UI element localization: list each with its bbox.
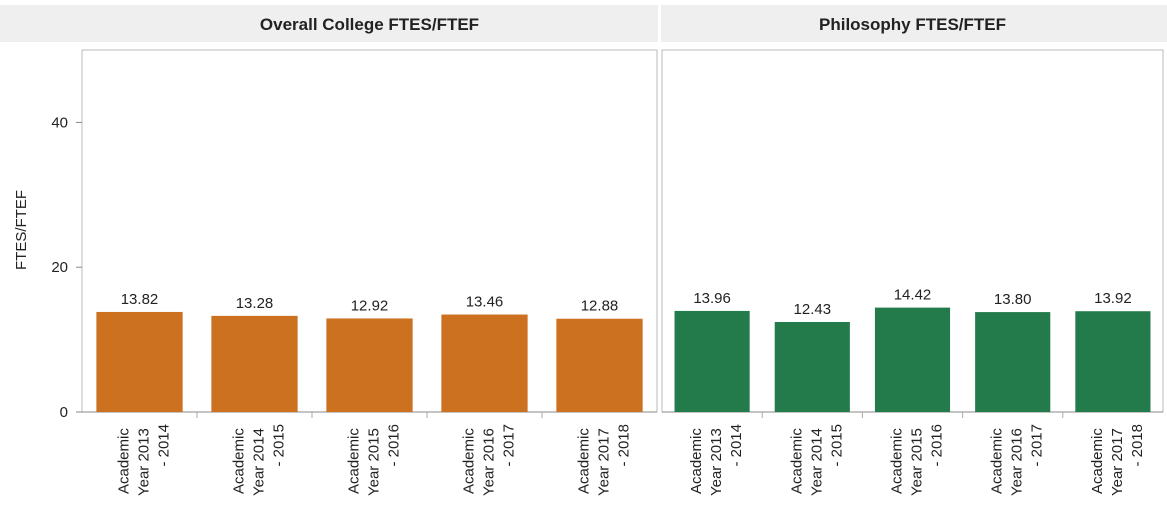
value-label: 12.92: [351, 297, 389, 314]
value-label: 13.92: [1094, 290, 1132, 307]
x-tick-label: Academic Year 2017 - 2018: [1089, 424, 1146, 496]
y-tick-label: 20: [51, 259, 68, 276]
bar: [874, 307, 951, 412]
x-tick-label: Academic Year 2014 - 2015: [788, 424, 845, 496]
x-tick-label: Academic Year 2014 - 2015: [231, 424, 288, 496]
value-label: 13.96: [693, 290, 731, 307]
x-tick-label: Academic Year 2016 - 2017: [461, 424, 518, 496]
x-tick-label: Academic Year 2016 - 2017: [989, 424, 1046, 496]
x-tick-label: Academic Year 2015 - 2016: [346, 424, 403, 496]
bar: [774, 322, 850, 412]
panel-title: Overall College FTES/FTEF: [260, 15, 479, 34]
value-label: 13.46: [466, 294, 504, 311]
bar: [326, 318, 413, 412]
y-tick-label: 40: [51, 114, 68, 131]
bar: [674, 310, 750, 412]
bar: [1075, 311, 1151, 412]
value-label: 13.80: [994, 291, 1032, 308]
bar: [556, 318, 643, 412]
x-tick-label: Academic Year 2015 - 2016: [889, 424, 946, 496]
header-band: [0, 5, 1167, 42]
x-tick-label: Academic Year 2013 - 2014: [688, 424, 745, 496]
bar: [441, 314, 528, 412]
value-label: 12.43: [794, 301, 832, 318]
y-axis-label: FTES/FTEF: [13, 190, 30, 270]
x-tick-label: Academic Year 2013 - 2014: [116, 424, 173, 496]
value-label: 14.42: [894, 287, 932, 304]
y-tick-label: 0: [60, 404, 68, 421]
bar: [96, 311, 183, 412]
value-label: 13.28: [236, 295, 274, 312]
bar: [211, 315, 298, 412]
panel-title: Philosophy FTES/FTEF: [819, 15, 1006, 34]
value-label: 12.88: [581, 298, 619, 315]
value-label: 13.82: [121, 291, 159, 308]
x-tick-label: Academic Year 2017 - 2018: [576, 424, 633, 496]
bar: [975, 312, 1051, 412]
